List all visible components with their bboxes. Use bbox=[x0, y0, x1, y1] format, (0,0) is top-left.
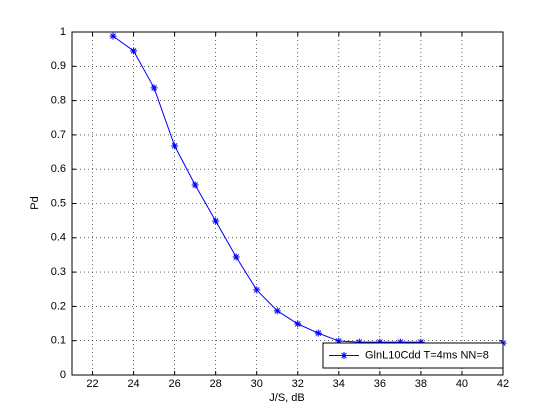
data-point bbox=[109, 32, 117, 40]
data-point bbox=[376, 338, 384, 346]
y-tick-label: 0.3 bbox=[51, 266, 66, 278]
y-tick-label: 0.6 bbox=[51, 163, 66, 175]
data-point bbox=[130, 47, 138, 55]
x-tick-label: 34 bbox=[333, 378, 345, 390]
plot-frame bbox=[71, 31, 504, 376]
x-tick-label: 32 bbox=[292, 378, 304, 390]
data-point bbox=[253, 286, 261, 294]
data-point bbox=[232, 253, 240, 261]
x-tick-label: 24 bbox=[127, 378, 139, 390]
x-tick-label: 30 bbox=[251, 378, 263, 390]
y-tick-label: 1 bbox=[60, 26, 66, 38]
y-tick-label: 0.1 bbox=[51, 335, 66, 347]
y-tick-label: 0.7 bbox=[51, 129, 66, 141]
y-tick-label: 0.5 bbox=[51, 197, 66, 209]
data-point bbox=[171, 142, 179, 150]
x-tick-label: 36 bbox=[374, 378, 386, 390]
data-point bbox=[355, 338, 363, 346]
x-axis-label: J/S, dB bbox=[269, 392, 304, 404]
legend-label: GlnL10Cdd T=4ms NN=8 bbox=[365, 349, 489, 361]
x-tick-label: 38 bbox=[415, 378, 427, 390]
y-tick-label: 0.9 bbox=[51, 60, 66, 72]
x-tick-label: 40 bbox=[456, 378, 468, 390]
data-point bbox=[396, 338, 404, 346]
legend-marker bbox=[340, 352, 348, 359]
x-tick-label: 42 bbox=[497, 378, 509, 390]
y-tick-label: 0.8 bbox=[51, 95, 66, 107]
y-tick-label: 0 bbox=[60, 369, 66, 381]
x-tick-label: 28 bbox=[210, 378, 222, 390]
data-point bbox=[417, 338, 425, 346]
x-tick-label: 26 bbox=[168, 378, 180, 390]
legend: GlnL10Cdd T=4ms NN=8 bbox=[322, 342, 504, 369]
data-point bbox=[314, 329, 322, 337]
data-point bbox=[212, 217, 220, 225]
data-point bbox=[294, 320, 302, 328]
data-point bbox=[273, 307, 281, 315]
data-point bbox=[335, 337, 343, 345]
y-axis-label: Pd bbox=[29, 196, 41, 209]
x-tick-label: 22 bbox=[86, 378, 98, 390]
y-tick-label: 0.4 bbox=[51, 232, 66, 244]
y-tick-label: 0.2 bbox=[51, 300, 66, 312]
data-point bbox=[150, 84, 158, 92]
data-point bbox=[191, 181, 199, 189]
